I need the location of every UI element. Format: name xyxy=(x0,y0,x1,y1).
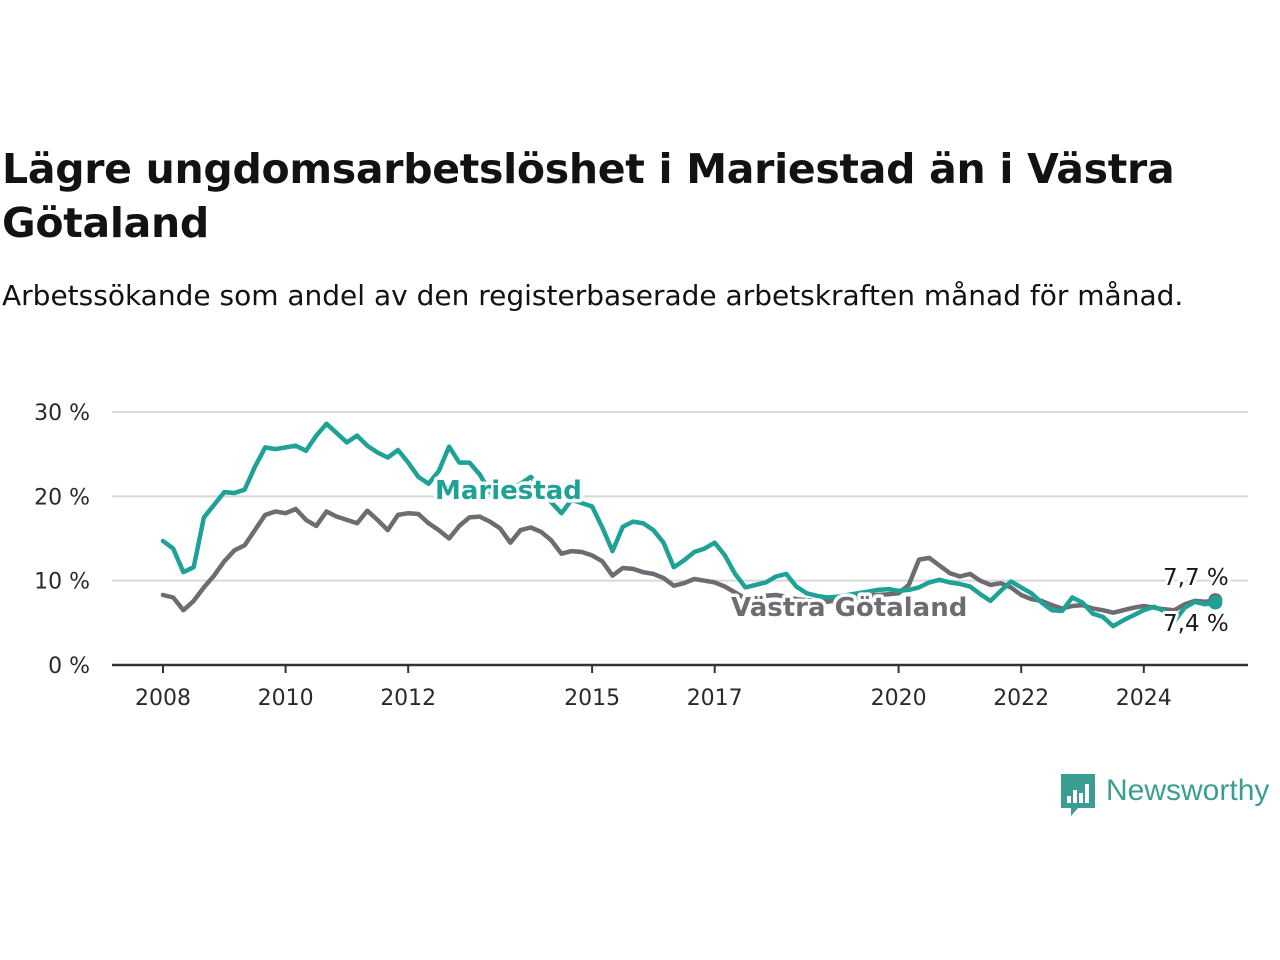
chart-title: Lägre ungdomsarbetslöshet i Mariestad än… xyxy=(2,145,1175,247)
line-chart: 0 % 10 % 20 % 30 % 2008 2010 2012 2015 2017 2020… xyxy=(34,401,1248,711)
x-tick-label: 2015 xyxy=(564,686,620,711)
x-tick-label: 2024 xyxy=(1116,686,1172,711)
series-lines xyxy=(160,421,1223,629)
mariestad-line xyxy=(160,421,1218,629)
gridlines xyxy=(112,411,1248,582)
vastra-gotaland-end-label: 7,7 % xyxy=(1163,565,1229,591)
y-tick-label: 10 % xyxy=(34,570,90,595)
y-tick-label: 30 % xyxy=(34,401,90,426)
x-axis: 2008 2010 2012 2015 2017 2020 2022 2024 xyxy=(112,663,1248,711)
x-tick-label: 2020 xyxy=(871,686,927,711)
x-tick-label: 2010 xyxy=(258,686,314,711)
newsworthy-logo-icon xyxy=(1061,774,1095,816)
chart-subtitle: Arbetssökande som andel av den registerb… xyxy=(2,279,1184,312)
x-tick-label: 2017 xyxy=(687,686,743,711)
series-labels: Mariestad Västra Götaland 7,7 % 7,4 % xyxy=(432,473,1232,641)
x-tick-label: 2008 xyxy=(135,686,191,711)
vastra-gotaland-line xyxy=(160,506,1218,615)
y-tick-label: 0 % xyxy=(48,654,90,679)
y-tick-label: 20 % xyxy=(34,485,90,510)
x-tick-label: 2022 xyxy=(993,686,1049,711)
mariestad-series-label: Mariestad xyxy=(435,476,582,506)
y-axis-ticks: 0 % 10 % 20 % 30 % xyxy=(34,401,90,679)
mariestad-end-point xyxy=(1208,595,1223,610)
vastra-gotaland-series-label: Västra Götaland xyxy=(731,593,967,623)
newsworthy-logo[interactable]: Newsworthy xyxy=(1058,770,1280,820)
brand-name: Newsworthy xyxy=(1106,774,1270,807)
mariestad-end-label: 7,4 % xyxy=(1163,611,1229,637)
x-tick-label: 2012 xyxy=(380,686,436,711)
